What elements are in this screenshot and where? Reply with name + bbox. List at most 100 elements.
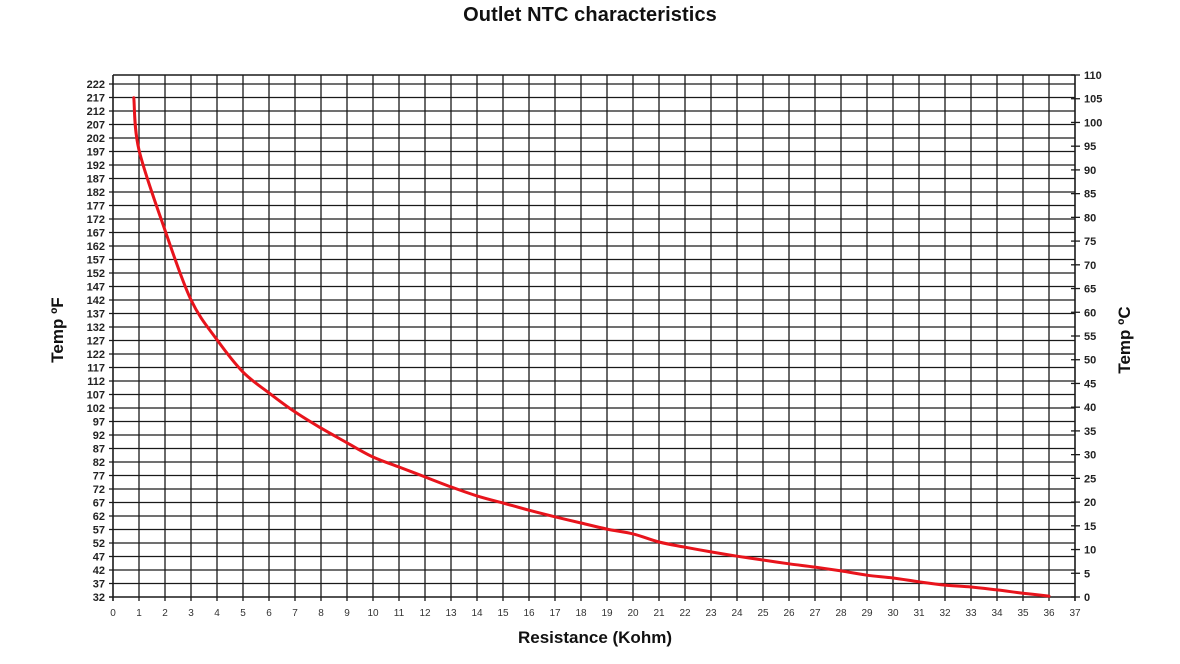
y-tick-label-right: 25: [1084, 473, 1096, 485]
x-tick-label: 23: [705, 608, 717, 619]
y-tick-label-right: 50: [1084, 355, 1096, 367]
x-tick-label: 32: [939, 608, 951, 619]
y-tick-label-left: 82: [93, 457, 105, 469]
y-tick-label-right: 30: [1084, 450, 1096, 462]
y-tick-label-left: 217: [87, 93, 105, 105]
x-tick-label: 24: [731, 608, 743, 619]
y-tick-label-left: 122: [87, 349, 105, 361]
x-tick-label: 34: [991, 608, 1003, 619]
y-tick-label-right: 10: [1084, 545, 1096, 557]
grid-lines: [109, 74, 1076, 601]
y-tick-label-left: 172: [87, 214, 105, 226]
x-tick-label: 11: [394, 608, 405, 619]
x-tick-label: 35: [1017, 608, 1029, 619]
y-tick-label-left: 37: [93, 579, 105, 591]
x-axis-label: Resistance (Kohm): [518, 628, 672, 647]
x-tick-label: 5: [240, 608, 246, 619]
y-tick-label-right: 20: [1084, 497, 1096, 509]
y-tick-label-left: 97: [93, 417, 105, 429]
x-tick-label: 10: [367, 608, 379, 619]
y-tick-label-right: 90: [1084, 165, 1096, 177]
y-tick-label-left: 132: [87, 322, 105, 334]
x-tick-label: 14: [471, 608, 483, 619]
y-tick-label-left: 57: [93, 525, 105, 537]
y-tick-label-right: 100: [1084, 117, 1102, 129]
y-tick-label-left: 177: [87, 201, 105, 213]
y-tick-label-left: 67: [93, 498, 105, 510]
y-tick-label-left: 167: [87, 228, 105, 240]
x-tick-label: 0: [110, 608, 116, 619]
y-tick-label-left: 102: [87, 403, 105, 415]
x-tick-label: 37: [1069, 608, 1081, 619]
y-tick-label-right: 5: [1084, 568, 1090, 580]
y-tick-label-left: 187: [87, 174, 105, 186]
y-tick-label-left: 127: [87, 336, 105, 348]
y-tick-label-left: 202: [87, 133, 105, 145]
x-tick-label: 3: [188, 608, 194, 619]
x-tick-label: 20: [627, 608, 639, 619]
x-tick-label: 28: [835, 608, 847, 619]
x-tick-label: 12: [419, 608, 431, 619]
y-tick-label-left: 47: [93, 552, 105, 564]
y-tick-label-left: 207: [87, 120, 105, 132]
y-tick-label-left: 112: [87, 376, 105, 388]
chart-title: Outlet NTC characteristics: [463, 4, 717, 26]
y-axis-right-ticks: 0 5 10 15 20 25 30 35 40 45 50 55 60 65 70 75 80 85 90 95 10…: [1071, 70, 1102, 604]
y-tick-label-left: 92: [93, 430, 105, 442]
y-tick-label-right: 70: [1084, 260, 1096, 272]
y-tick-label-right: 105: [1084, 94, 1102, 106]
y-tick-label-left: 162: [87, 241, 105, 253]
y-tick-label-left: 62: [93, 511, 105, 523]
x-tick-label: 16: [523, 608, 535, 619]
y-tick-label-left: 72: [93, 484, 105, 496]
x-tick-label: 22: [679, 608, 691, 619]
y-tick-label-left: 52: [93, 538, 105, 550]
x-tick-label: 6: [266, 608, 272, 619]
y-tick-label-right: 80: [1084, 212, 1096, 224]
y-tick-label-right: 60: [1084, 307, 1096, 319]
y-tick-label-left: 137: [87, 309, 105, 321]
y-tick-label-right: 65: [1084, 284, 1096, 296]
y-tick-label-left: 152: [87, 268, 105, 280]
x-tick-label: 29: [861, 608, 873, 619]
x-axis-ticks: 0 1 2 3 4 5 6 7 8 9 10 11 12 13 14 15 16 17 18 19 20 21 22 23 24…: [110, 608, 1081, 619]
y-tick-label-left: 157: [87, 255, 105, 267]
x-tick-label: 15: [497, 608, 509, 619]
y-tick-label-left: 42: [93, 565, 105, 577]
y-tick-label-left: 32: [93, 592, 105, 604]
x-tick-label: 19: [601, 608, 613, 619]
y-tick-label-right: 110: [1084, 70, 1102, 82]
x-tick-label: 30: [887, 608, 899, 619]
y-tick-label-left: 147: [87, 282, 105, 294]
x-tick-label: 36: [1043, 608, 1055, 619]
y-tick-label-right: 35: [1084, 426, 1096, 438]
y-tick-label-right: 45: [1084, 378, 1096, 390]
x-tick-label: 31: [913, 608, 925, 619]
y-tick-label-right: 15: [1084, 521, 1096, 533]
y-tick-label-left: 212: [87, 106, 105, 118]
y-tick-label-right: 0: [1084, 592, 1090, 604]
y-tick-label-right: 40: [1084, 402, 1096, 414]
x-tick-label: 17: [549, 608, 561, 619]
x-tick-label: 4: [214, 608, 220, 619]
y-tick-label-left: 87: [93, 444, 105, 456]
y-tick-label-right: 85: [1084, 189, 1096, 201]
y-tick-label-left: 117: [87, 363, 105, 375]
y-tick-label-right: 75: [1084, 236, 1096, 248]
data-series: [132, 96, 1051, 598]
y-tick-label-right: 55: [1084, 331, 1096, 343]
y-tick-label-left: 142: [87, 295, 105, 307]
x-tick-label: 9: [344, 608, 350, 619]
x-tick-label: 13: [445, 608, 457, 619]
ntc-curve-line: [132, 96, 1051, 598]
x-tick-label: 2: [162, 608, 168, 619]
x-tick-label: 1: [136, 608, 142, 619]
x-tick-label: 7: [292, 608, 298, 619]
x-tick-label: 27: [809, 608, 821, 619]
y-tick-label-left: 107: [87, 390, 105, 402]
x-tick-label: 25: [757, 608, 769, 619]
x-tick-label: 8: [318, 608, 324, 619]
x-tick-label: 26: [783, 608, 795, 619]
